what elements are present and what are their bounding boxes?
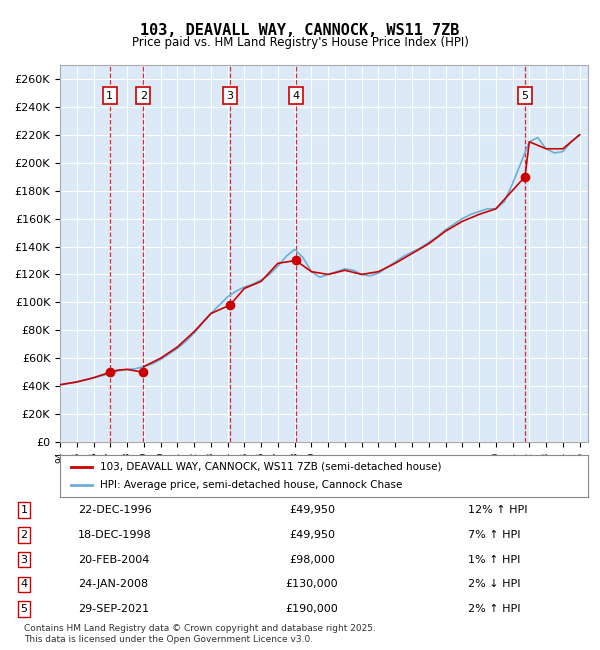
Text: 103, DEAVALL WAY, CANNOCK, WS11 7ZB: 103, DEAVALL WAY, CANNOCK, WS11 7ZB	[140, 23, 460, 38]
Text: 1: 1	[20, 505, 28, 515]
Text: 3: 3	[20, 554, 28, 565]
Text: 20-FEB-2004: 20-FEB-2004	[78, 554, 149, 565]
Text: 18-DEC-1998: 18-DEC-1998	[78, 530, 152, 540]
Text: 1% ↑ HPI: 1% ↑ HPI	[468, 554, 520, 565]
Text: Contains HM Land Registry data © Crown copyright and database right 2025.
This d: Contains HM Land Registry data © Crown c…	[24, 624, 376, 644]
Text: 3: 3	[226, 91, 233, 101]
Text: £130,000: £130,000	[286, 579, 338, 590]
Text: £190,000: £190,000	[286, 604, 338, 614]
Text: 2% ↓ HPI: 2% ↓ HPI	[468, 579, 521, 590]
Text: £98,000: £98,000	[289, 554, 335, 565]
Text: 29-SEP-2021: 29-SEP-2021	[78, 604, 149, 614]
Text: 24-JAN-2008: 24-JAN-2008	[78, 579, 148, 590]
Text: £49,950: £49,950	[289, 530, 335, 540]
Text: 2: 2	[140, 91, 147, 101]
Text: 1: 1	[106, 91, 113, 101]
Text: Price paid vs. HM Land Registry's House Price Index (HPI): Price paid vs. HM Land Registry's House …	[131, 36, 469, 49]
Text: 7% ↑ HPI: 7% ↑ HPI	[468, 530, 521, 540]
Text: £49,950: £49,950	[289, 505, 335, 515]
Text: 22-DEC-1996: 22-DEC-1996	[78, 505, 152, 515]
Text: 2% ↑ HPI: 2% ↑ HPI	[468, 604, 521, 614]
Text: 4: 4	[292, 91, 299, 101]
Text: 5: 5	[521, 91, 529, 101]
Text: HPI: Average price, semi-detached house, Cannock Chase: HPI: Average price, semi-detached house,…	[100, 480, 402, 490]
Text: 103, DEAVALL WAY, CANNOCK, WS11 7ZB (semi-detached house): 103, DEAVALL WAY, CANNOCK, WS11 7ZB (sem…	[100, 462, 441, 472]
Text: 2: 2	[20, 530, 28, 540]
Text: 12% ↑ HPI: 12% ↑ HPI	[468, 505, 527, 515]
Text: 4: 4	[20, 579, 28, 590]
Text: 5: 5	[20, 604, 28, 614]
